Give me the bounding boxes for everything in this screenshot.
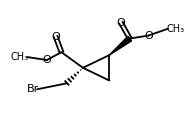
- Text: O: O: [51, 32, 60, 42]
- Text: O: O: [144, 31, 153, 41]
- Text: CH₃: CH₃: [167, 24, 185, 34]
- Text: O: O: [42, 55, 51, 65]
- Text: CH₃: CH₃: [10, 52, 28, 62]
- Polygon shape: [109, 36, 132, 55]
- Text: Br: Br: [27, 84, 39, 94]
- Text: O: O: [117, 18, 125, 28]
